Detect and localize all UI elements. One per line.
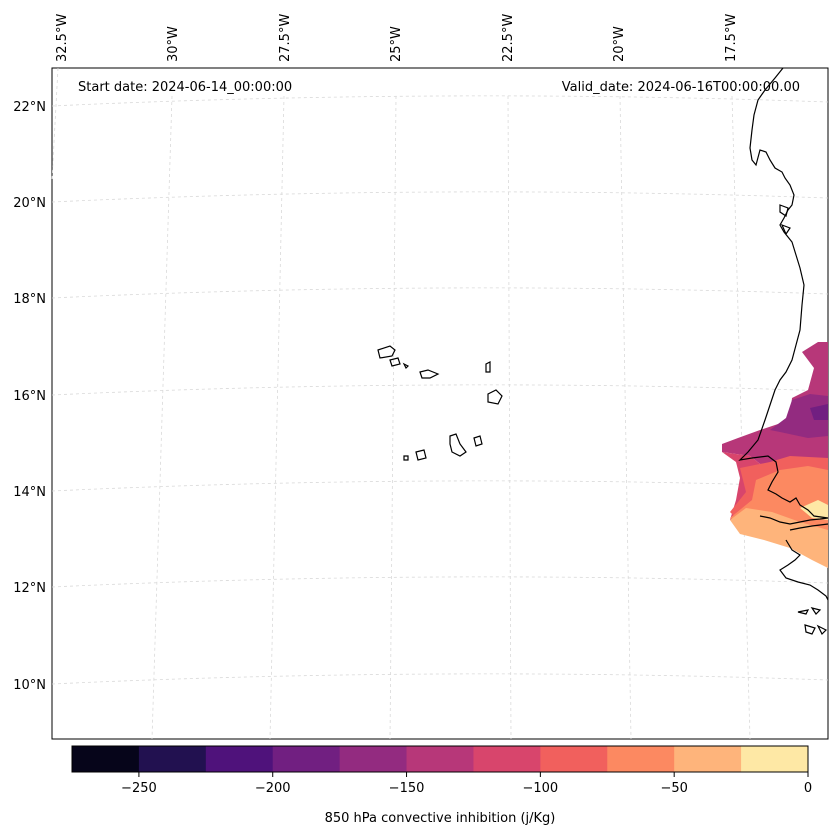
lon-label-25w: 25°W bbox=[389, 26, 404, 62]
meridian-17-5w bbox=[731, 95, 751, 740]
start-date-label: Start date: 2024-06-14_00:00:00 bbox=[78, 80, 292, 95]
coast-bay-dakar bbox=[779, 204, 791, 236]
lon-label-22-5w: 22.5°W bbox=[501, 14, 516, 62]
longitude-labels: 32.5°W 30°W 27.5°W 25°W 22.5°W 20°W 17.5… bbox=[55, 14, 739, 62]
colorbar-cell bbox=[406, 746, 474, 772]
lat-label-12n: 12°N bbox=[13, 581, 46, 596]
meridian-32-5w bbox=[51, 67, 59, 181]
lat-label-18n: 18°N bbox=[13, 292, 46, 307]
lat-label-14n: 14°N bbox=[13, 485, 46, 500]
colorbar-tick-label: −200 bbox=[255, 781, 291, 796]
meridian-30w bbox=[151, 95, 173, 740]
coast-islands-bijagos bbox=[797, 607, 828, 636]
colorbar-cells bbox=[72, 746, 809, 772]
colorbar-ticks: −250 −200 −150 −100 −50 0 bbox=[121, 772, 812, 796]
colorbar-cell bbox=[272, 746, 341, 772]
colorbar: −250 −200 −150 −100 −50 0 850 hPa convective … bbox=[71, 745, 812, 826]
lat-label-22n: 22°N bbox=[13, 100, 46, 115]
island-sao-nicolau bbox=[419, 369, 440, 379]
coastlines bbox=[377, 67, 829, 636]
parallel-16n bbox=[51, 384, 829, 396]
parallel-12n bbox=[51, 576, 829, 588]
parallel-22n bbox=[51, 95, 829, 107]
colorbar-tick-label: 0 bbox=[804, 781, 812, 796]
lon-label-17-5w: 17.5°W bbox=[724, 14, 739, 62]
lon-label-27-5w: 27.5°W bbox=[278, 14, 293, 62]
lat-label-10n: 10°N bbox=[13, 678, 46, 693]
valid-date-label: Valid_date: 2024-06-16T00:00:00.00 bbox=[562, 80, 800, 95]
island-fogo bbox=[415, 449, 427, 461]
colorbar-tick-label: −100 bbox=[523, 781, 559, 796]
cin-band-25-0 bbox=[800, 500, 828, 520]
lat-label-16n: 16°N bbox=[13, 389, 46, 404]
island-maio bbox=[473, 435, 483, 447]
lon-label-32-5w: 32.5°W bbox=[55, 14, 70, 62]
island-santiago bbox=[449, 433, 467, 457]
island-santo-antao bbox=[377, 345, 396, 359]
colorbar-cell bbox=[72, 746, 140, 772]
colorbar-outline bbox=[71, 745, 809, 773]
island-brava bbox=[403, 455, 409, 461]
island-santa-luzia bbox=[402, 362, 410, 370]
island-sal bbox=[485, 361, 491, 373]
cin-band-150-125 bbox=[722, 342, 828, 470]
colorbar-cell bbox=[540, 746, 608, 772]
parallel-20n bbox=[51, 191, 829, 203]
meridian-27-5w bbox=[269, 95, 285, 740]
graticule bbox=[51, 67, 829, 740]
cin-band-200-175 bbox=[810, 404, 828, 420]
meridian-22-5w bbox=[507, 95, 512, 740]
lon-label-30w: 30°W bbox=[166, 26, 181, 62]
colorbar-cell bbox=[138, 746, 207, 772]
cin-band-175-150 bbox=[770, 394, 828, 438]
africa-coast bbox=[738, 67, 829, 601]
island-sao-vicente bbox=[389, 357, 401, 367]
colorbar-cell bbox=[674, 746, 742, 772]
lon-label-20w: 20°W bbox=[612, 26, 627, 62]
meridian-25w bbox=[389, 95, 397, 740]
colorbar-tick-label: −150 bbox=[389, 781, 425, 796]
colorbar-cell bbox=[741, 746, 809, 772]
colorbar-cell bbox=[607, 746, 675, 772]
meridian-20w bbox=[619, 95, 632, 740]
colorbar-cell bbox=[205, 746, 274, 772]
lat-label-20n: 20°N bbox=[13, 196, 46, 211]
colorbar-cell bbox=[473, 746, 541, 772]
parallel-10n bbox=[51, 673, 829, 685]
colorbar-tick-label: −250 bbox=[121, 781, 157, 796]
colorbar-label: 850 hPa convective inhibition (j/Kg) bbox=[325, 811, 556, 826]
map-frame bbox=[51, 67, 829, 740]
latitude-labels: 22°N 20°N 18°N 16°N 14°N 12°N 10°N bbox=[13, 100, 46, 693]
colorbar-cell bbox=[339, 746, 408, 772]
parallel-18n bbox=[51, 287, 829, 299]
cin-band-50-25 bbox=[730, 508, 828, 568]
colorbar-tick-label: −50 bbox=[660, 781, 687, 796]
island-boa-vista bbox=[487, 389, 503, 405]
parallel-14n bbox=[51, 480, 829, 492]
